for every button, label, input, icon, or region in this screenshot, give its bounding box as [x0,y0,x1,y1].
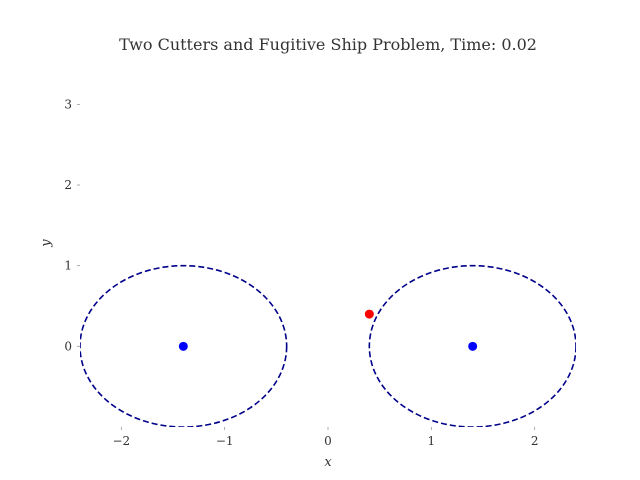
y-tick-label: 0 [64,339,72,353]
y-tick-label: 1 [64,259,72,273]
x-tick-label: −2 [112,434,130,448]
cutter-range-circle-1 [80,264,288,427]
cutter-range-circle-2 [368,264,576,427]
chart-title: Two Cutters and Fugitive Ship Problem, T… [119,35,537,54]
x-axis-label: x [324,455,332,470]
y-axis-label: y [39,239,54,248]
cutter-point-1 [178,341,188,351]
plot-area: −2 −1 0 1 2 0 1 2 3 [64,97,576,448]
y-tick-label: 2 [64,178,72,192]
fugitive-ship-point [364,309,374,319]
x-tick-label: 0 [324,434,332,448]
x-tick-label: 2 [531,434,539,448]
x-tick-label: 1 [428,434,436,448]
y-tick-label: 3 [64,97,72,111]
x-tick-label: −1 [216,434,234,448]
cutter-point-2 [468,341,478,351]
